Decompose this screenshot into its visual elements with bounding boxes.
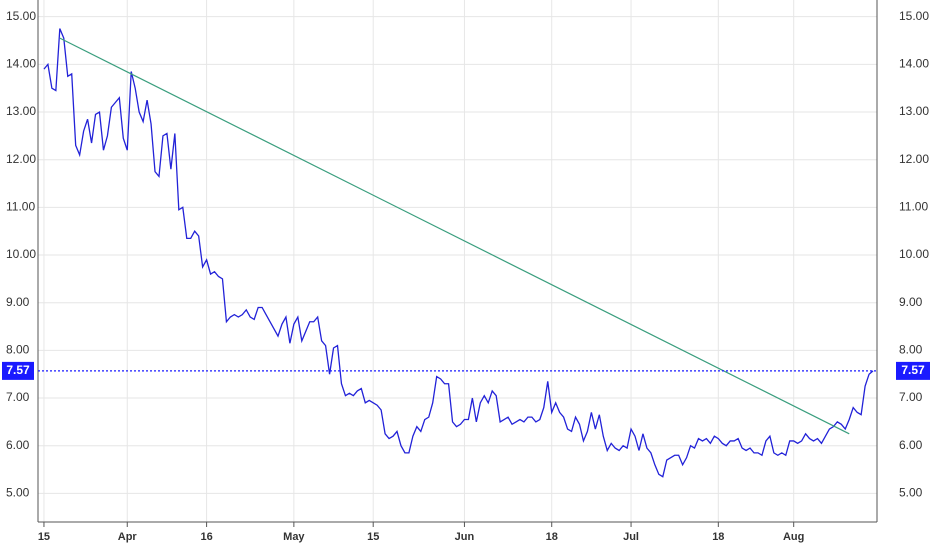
x-tick-label: 18: [546, 531, 558, 543]
y-tick-label: 10.00: [6, 247, 36, 261]
y2-tick-label: 15.00: [899, 9, 929, 23]
x-tick-label: 16: [200, 531, 212, 543]
x-tick-label: 15: [38, 531, 50, 543]
y-tick-label: 13.00: [6, 104, 36, 118]
y-tick-label: 6.00: [6, 438, 30, 452]
x-tick-label: Jul: [623, 531, 639, 543]
y-tick-label: 15.00: [6, 9, 36, 23]
y2-tick-label: 11.00: [899, 200, 928, 214]
y-tick-label: 9.00: [6, 295, 30, 309]
y2-tick-label: 9.00: [899, 295, 923, 309]
y2-tick-label: 10.00: [899, 247, 929, 261]
price-line: [43, 28, 874, 478]
last-price-box: [2, 361, 34, 380]
y2-tick-label: 5.00: [899, 486, 923, 500]
y2-tick-label: 13.00: [899, 104, 929, 118]
y2-tick-label: 7.00: [899, 390, 923, 404]
trend-line: [59, 37, 850, 435]
y2-tick-label: 12.00: [899, 152, 929, 166]
x-tick-label: Apr: [118, 531, 138, 543]
y-tick-label: 14.00: [6, 57, 36, 71]
x-tick-label: 15: [367, 531, 379, 543]
x-tick-label: 18: [712, 531, 724, 543]
last-price-box: [896, 361, 930, 380]
y2-tick-label: 8.00: [899, 343, 923, 357]
x-tick-label: May: [283, 531, 305, 543]
y-tick-label: 12.00: [6, 152, 36, 166]
x-tick-label: Aug: [783, 531, 804, 543]
y-tick-label: 5.00: [6, 486, 30, 500]
y2-tick-label: 6.00: [899, 438, 923, 452]
last-price-label: 7.57: [6, 363, 30, 377]
y2-tick-label: 14.00: [899, 57, 929, 71]
y-tick-label: 11.00: [6, 200, 35, 214]
last-price-label: 7.57: [901, 363, 925, 377]
y-tick-label: 8.00: [6, 343, 30, 357]
y-tick-label: 7.00: [6, 390, 30, 404]
x-tick-label: Jun: [455, 531, 475, 543]
